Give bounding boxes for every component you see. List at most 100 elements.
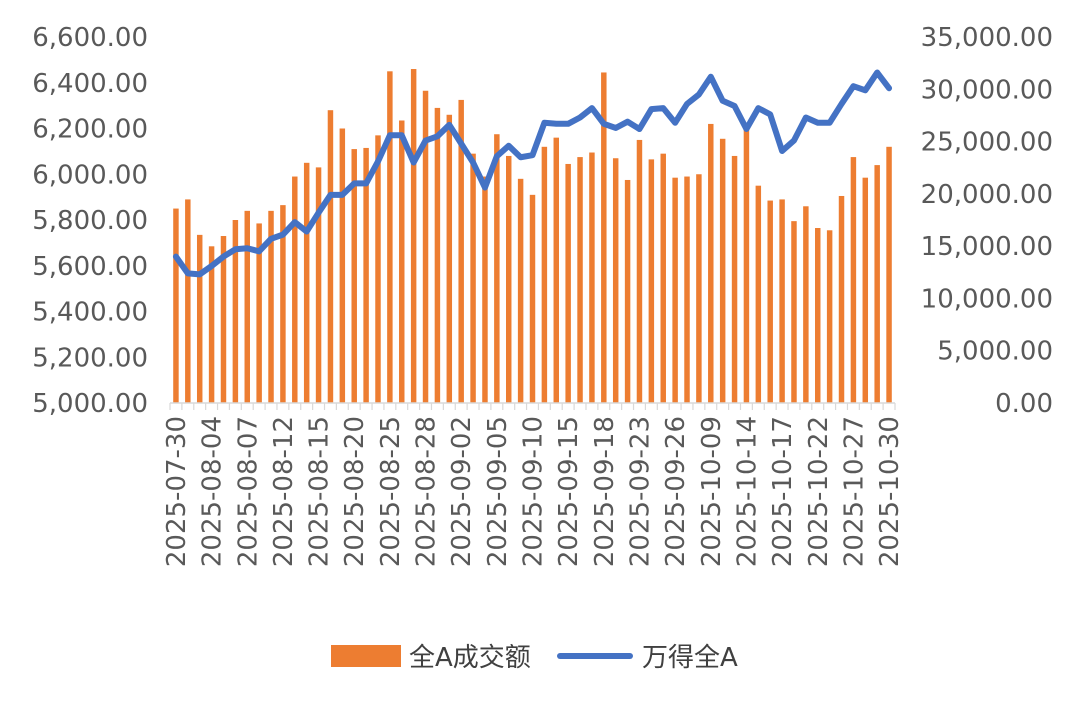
x-tick-label: 2025-08-28 [412, 416, 442, 567]
legend-bar-label: 全A成交额 [409, 643, 531, 673]
left-tick-label: 5,200.00 [32, 343, 148, 373]
line-series [172, 69, 893, 278]
bar-2025-10-27 [850, 157, 857, 403]
bar-2025-08-29 [434, 107, 441, 403]
bar-2025-09-09 [517, 178, 524, 403]
bar-2025-08-28 [422, 90, 429, 403]
bar-2025-09-17 [589, 152, 595, 403]
bar-2025-08-21 [363, 147, 369, 403]
bar-2025-10-15 [755, 185, 762, 403]
bar-2025-09-12 [553, 137, 560, 403]
bar-2025-10-24 [838, 195, 845, 403]
right-tick-label: 25,000.00 [921, 128, 1053, 158]
bar-2025-08-07 [244, 210, 250, 403]
x-tick-label: 2025-10-09 [697, 416, 727, 567]
x-tick-label: 2025-07-30 [162, 416, 192, 567]
bar-2025-10-16 [767, 200, 773, 403]
x-tick-label: 2025-09-05 [483, 416, 513, 567]
bar-2025-09-01 [446, 114, 453, 403]
bar-2025-08-20 [351, 149, 357, 403]
left-tick-label: 5,000.00 [32, 389, 148, 419]
x-tick-label: 2025-09-23 [625, 416, 655, 567]
bar-2025-10-17 [779, 199, 785, 403]
bar-2025-09-11 [541, 146, 548, 404]
x-tick-label: 2025-08-25 [376, 416, 406, 567]
bar-2025-09-08 [506, 155, 512, 403]
x-tick-label: 2025-09-02 [447, 416, 477, 567]
x-tick-label: 2025-08-15 [305, 416, 335, 567]
x-tick-label: 2025-08-12 [269, 416, 299, 567]
left-tick-label: 6,600.00 [32, 23, 148, 53]
bar-2025-07-31 [185, 199, 191, 403]
bar-2025-08-12 [280, 205, 286, 403]
x-tick-label: 2025-09-10 [519, 416, 549, 567]
bar-2025-08-22 [375, 135, 381, 404]
x-tick-label: 2025-10-30 [875, 416, 905, 567]
right-tick-label: 10,000.00 [921, 284, 1053, 314]
x-tick-label: 2025-10-14 [732, 416, 762, 567]
right-tick-label: 15,000.00 [921, 232, 1053, 262]
legend-line-label: 万得全A [642, 643, 738, 673]
left-tick-label: 6,200.00 [32, 115, 148, 145]
left-axis-ticks: 5,000.00 5,200.00 5,400.00 5,600.00 5,800.00… [32, 23, 148, 419]
bar-2025-10-30 [886, 146, 892, 404]
bar-2025-09-30 [696, 174, 702, 403]
bar-2025-09-22 [624, 179, 631, 403]
bar-2025-09-29 [684, 176, 690, 403]
bar-2025-10-29 [874, 165, 880, 403]
bar-2025-08-25 [387, 71, 393, 403]
bar-2025-08-08 [256, 223, 262, 403]
axes [169, 402, 896, 410]
bar-2025-10-10 [719, 138, 726, 404]
x-tick-label: 2025-09-18 [590, 416, 620, 567]
bar-2025-08-19 [339, 128, 346, 403]
left-tick-label: 5,800.00 [32, 206, 148, 236]
bar-2025-09-23 [636, 139, 643, 403]
left-tick-label: 6,000.00 [32, 160, 148, 190]
bar-2025-09-05 [494, 134, 500, 403]
right-axis-ticks: 0.00 5,000.00 10,000.00 15,000.00 20,000.00 2… [921, 23, 1053, 419]
x-tick-label: 2025-09-15 [554, 416, 584, 567]
bar-2025-08-04 [208, 246, 215, 403]
bar-2025-08-18 [327, 110, 334, 403]
legend-bar-swatch [331, 645, 401, 667]
x-tick-label: 2025-10-22 [804, 416, 834, 567]
bar-2025-09-03 [470, 153, 476, 403]
bar-2025-08-27 [410, 69, 417, 403]
bar-2025-09-26 [672, 177, 678, 403]
bar-2025-10-20 [791, 221, 797, 403]
left-tick-label: 5,600.00 [32, 252, 148, 282]
bar-2025-10-21 [803, 206, 809, 403]
right-tick-label: 20,000.00 [921, 180, 1053, 210]
bar-2025-08-06 [232, 220, 239, 403]
bar-2025-07-30 [173, 208, 179, 403]
x-tick-label: 2025-10-27 [839, 416, 869, 567]
bar-2025-10-09 [708, 123, 714, 404]
x-tick-label: 2025-09-26 [661, 416, 691, 567]
bar-2025-09-15 [565, 163, 571, 403]
x-tick-label: 2025-08-04 [198, 416, 228, 567]
bar-2025-09-04 [482, 176, 488, 403]
right-tick-label: 5,000.00 [937, 337, 1053, 367]
right-tick-label: 0.00 [995, 389, 1053, 419]
bar-2025-10-23 [826, 230, 833, 403]
legend: 全A成交额 万得全A [331, 643, 738, 673]
bar-2025-08-05 [220, 236, 227, 403]
x-tick-label: 2025-08-07 [233, 416, 263, 567]
bar-2025-08-14 [303, 162, 310, 403]
x-axis-ticks: 2025-07-30 2025-08-04 2025-08-07 2025-08-12… [162, 416, 905, 567]
bar-2025-09-16 [577, 157, 583, 403]
bar-2025-10-14 [743, 123, 750, 404]
bar-2025-10-22 [815, 228, 821, 403]
bar-2025-08-11 [268, 210, 274, 403]
bar-2025-10-28 [862, 177, 869, 403]
bar-2025-09-02 [458, 99, 464, 403]
bar-2025-10-13 [731, 155, 738, 403]
bar-series [173, 69, 892, 404]
right-tick-label: 35,000.00 [921, 23, 1053, 53]
bar-2025-09-18 [601, 72, 607, 404]
x-tick-label: 2025-10-17 [768, 416, 798, 567]
bar-2025-08-01 [196, 234, 203, 403]
